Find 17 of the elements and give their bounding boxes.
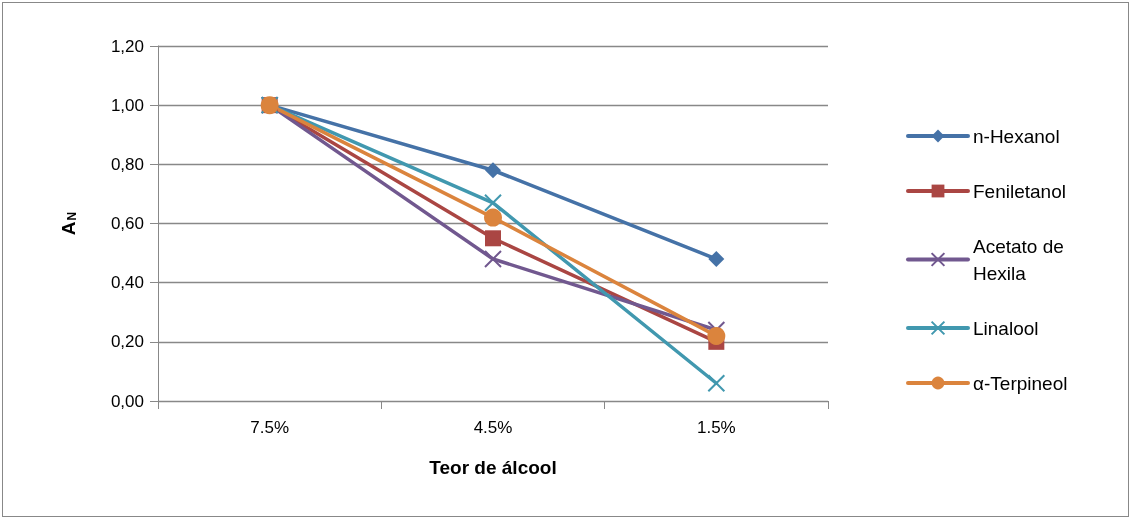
legend-label: n-Hexanol: [973, 125, 1060, 147]
x-tick-label: 7.5%: [250, 418, 290, 437]
x-axis-title: Teor de álcool: [429, 457, 557, 478]
y-tick-label: 0,80: [110, 154, 144, 174]
y-axis-title: AN: [57, 211, 79, 236]
legend-label: Feniletanol: [973, 180, 1066, 202]
y-tick-label: 1,20: [110, 36, 144, 56]
legend-label: Linalool: [973, 317, 1039, 339]
y-tick-label: 0,20: [110, 332, 144, 352]
y-tick-label: 1,00: [110, 95, 144, 115]
legend-label: α-Terpineol: [973, 372, 1068, 394]
y-tick-label: 0,60: [110, 214, 144, 233]
x-tick-label: 1.5%: [696, 418, 736, 437]
x-tick-label: 4.5%: [473, 418, 513, 437]
y-tick-label: 0,40: [110, 273, 144, 293]
y-tick-label: 0,00: [110, 391, 144, 411]
legend-label: Acetato de Hexila: [973, 235, 1070, 284]
